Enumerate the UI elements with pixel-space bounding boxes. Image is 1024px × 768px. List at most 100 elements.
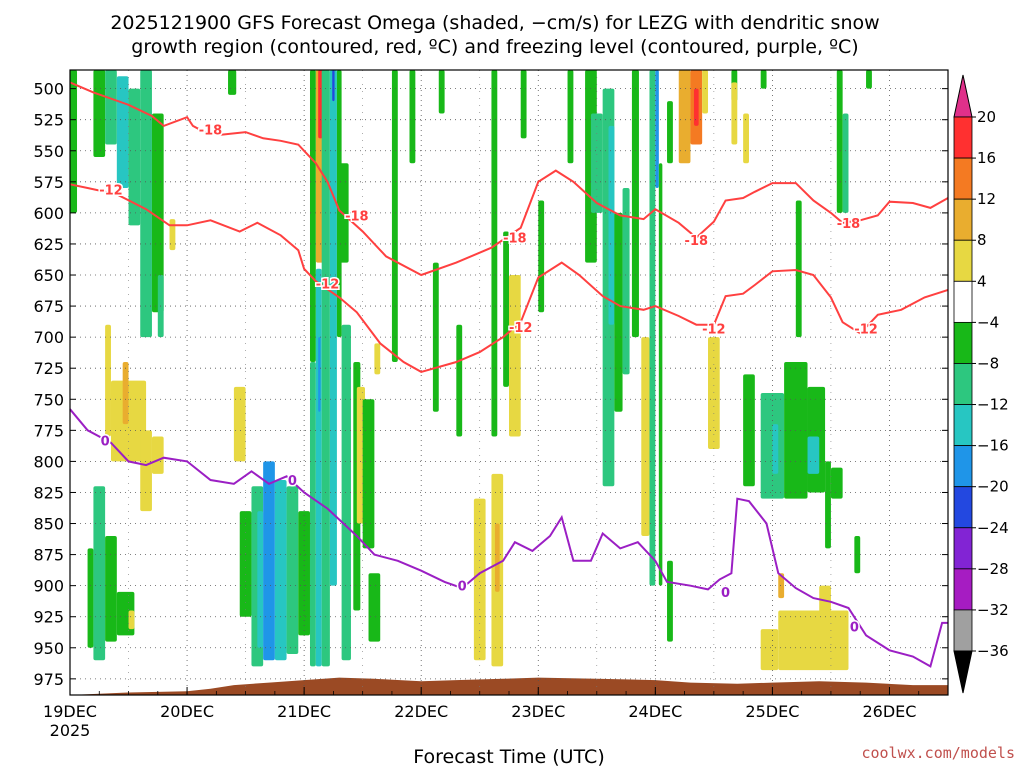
y-tick-label-850: 850 (33, 515, 64, 534)
y-tick-label-725: 725 (33, 359, 64, 378)
omega-cell-56 (520, 70, 527, 139)
y-tick-label-825: 825 (33, 483, 64, 502)
x-tick-label-26DEC: 26DEC (862, 702, 916, 721)
omega-cell-96 (778, 573, 785, 599)
omega-cell-70 (667, 101, 673, 164)
omega-cell-57 (538, 200, 545, 313)
y-axis-ticks: 500 525 550 575 600 625 650 675 700 725 750 775 800 8… (33, 80, 948, 689)
colorbar-label-12: −32 (977, 601, 1009, 619)
omega-cell-12 (151, 436, 164, 474)
omega-cell-42 (362, 399, 375, 549)
y-tick-label-900: 900 (33, 577, 64, 596)
omega-cell-93 (866, 70, 872, 89)
omega-cell-4 (128, 88, 141, 226)
omega-cell-49 (456, 324, 463, 437)
contour-layer: -18 -18 -18 -18 -18 -12 -12 -12 -12 -12 0 0 0 0 0 (69, 81, 949, 668)
omega-cell-50 (473, 498, 486, 661)
omega-cell-38 (339, 163, 349, 263)
terrain-area (70, 677, 948, 695)
colorbar-label-11: −28 (977, 560, 1009, 578)
y-tick-label-525: 525 (33, 111, 64, 130)
omega-shading-layer (70, 70, 872, 671)
omega-cell-71 (667, 560, 673, 642)
omega-cell-75 (702, 70, 709, 114)
dgz-minus12-label-3: -12 (702, 322, 726, 337)
colorbar-swatch-3 (953, 239, 973, 282)
y-tick-label-750: 750 (33, 390, 64, 409)
omega-cell-35 (329, 70, 337, 586)
dgz-minus12-line (69, 183, 949, 373)
colorbar-label-0: 20 (977, 108, 996, 126)
omega-cell-25 (286, 486, 299, 654)
omega-cell-66 (641, 337, 650, 536)
y-tick-label-575: 575 (33, 173, 64, 192)
x-tick-label-23DEC: 23DEC (511, 702, 565, 721)
colorbar-swatch-5 (953, 321, 973, 364)
omega-cell-69 (658, 163, 663, 586)
omega-cell-78 (731, 82, 738, 145)
omega-cell-95 (778, 610, 849, 671)
dgz-minus12-label-4: -12 (854, 322, 878, 337)
omega-cell-39 (341, 324, 351, 661)
colorbar-label-13: −36 (977, 642, 1009, 660)
colorbar-swatch-1 (953, 157, 973, 200)
omega-cell-43 (368, 573, 381, 642)
colorbar-label-4: 4 (977, 272, 987, 290)
omega-cell-65 (631, 70, 639, 338)
colorbar-label-2: 12 (977, 190, 996, 208)
omega-cell-83 (772, 424, 779, 474)
terrain-layer (70, 677, 948, 695)
omega-cell-15 (105, 535, 117, 642)
omega-cell-92 (854, 535, 861, 574)
dgz-minus12-label-2: -12 (509, 321, 533, 336)
colorbar-swatch-9 (953, 486, 973, 529)
omega-cell-8 (105, 324, 111, 437)
colorbar-label-5: −4 (977, 313, 999, 331)
omega-cell-29 (309, 361, 316, 667)
omega-cell-53 (491, 70, 498, 437)
y-tick-label-550: 550 (33, 142, 64, 161)
omega-cell-19 (228, 70, 237, 95)
x-tick-label-20DEC: 20DEC (160, 702, 214, 721)
colorbar: 20 16 12 8 4 −4 −8 −12 −16 −20 −24 −28 −32 −36 (953, 74, 1009, 694)
colorbar-label-10: −24 (977, 519, 1009, 537)
omega-cell-23 (263, 461, 275, 661)
colorbar-label-3: 8 (977, 231, 987, 249)
colorbar-top-arrow (953, 74, 973, 118)
omega-cell-46 (409, 70, 416, 164)
x-tick-label-19DEC: 19DEC (43, 702, 97, 721)
dgz-minus12-label-0: -12 (99, 183, 123, 198)
omega-cell-87 (795, 200, 802, 338)
freezing-level-label-4: 0 (850, 621, 859, 636)
omega-cell-72 (678, 70, 691, 164)
freezing-level-label-0: 0 (101, 434, 110, 449)
omega-cell-0 (70, 70, 78, 213)
dgz-minus18-line (69, 81, 949, 277)
omega-cell-24 (274, 480, 287, 661)
y-tick-label-600: 600 (33, 204, 64, 223)
dgz-minus18-label-1: -18 (345, 209, 369, 224)
omega-cell-31 (318, 337, 321, 412)
omega-cell-3 (116, 76, 129, 189)
colorbar-swatch-7 (953, 404, 973, 447)
omega-cell-1 (93, 70, 106, 157)
x-axis-label: Forecast Time (UTC) (413, 746, 604, 768)
colorbar-label-7: −12 (977, 396, 1009, 414)
omega-cell-52 (494, 523, 500, 592)
omega-cell-36 (332, 70, 335, 102)
y-tick-label-650: 650 (33, 266, 64, 285)
colorbar-swatch-0 (953, 116, 973, 159)
omega-cell-89 (830, 467, 843, 499)
colorbar-label-1: 16 (977, 149, 996, 167)
omega-cell-55 (509, 275, 521, 437)
omega-cell-30 (315, 268, 322, 667)
freezing-level-label-2: 0 (458, 580, 467, 595)
colorbar-label-8: −16 (977, 437, 1009, 455)
y-tick-label-875: 875 (33, 546, 64, 565)
omega-cell-62 (608, 125, 615, 325)
omega-cell-17 (128, 610, 135, 630)
freezing-level-label-3: 0 (721, 586, 730, 601)
dgz-minus18-label-0: -18 (199, 124, 223, 139)
omega-cell-54 (503, 231, 509, 387)
